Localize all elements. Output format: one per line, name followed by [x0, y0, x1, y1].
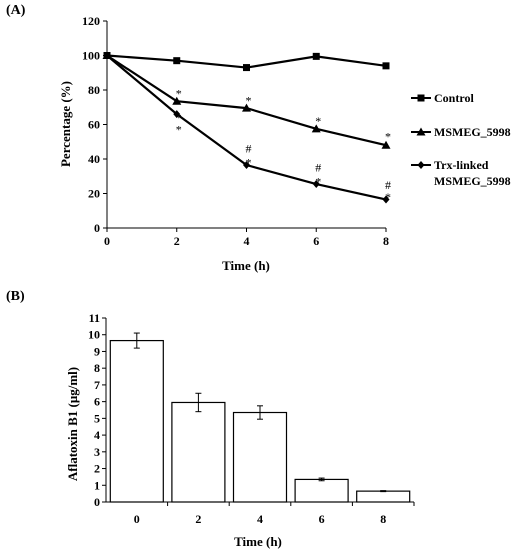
significance-mark: # [315, 161, 321, 175]
data-point [173, 110, 181, 119]
data-point [382, 195, 390, 204]
significance-mark: * [315, 174, 321, 188]
data-point [243, 161, 250, 170]
series-line-2 [106, 54, 387, 201]
y-tick-label: 2 [94, 462, 100, 476]
line-chart-x-axis-label: Time (h) [222, 258, 270, 273]
y-tick-label: 120 [82, 14, 100, 28]
y-tick-label: 0 [94, 495, 100, 509]
significance-mark: * [176, 123, 182, 137]
legend-swatch-marker [416, 127, 426, 136]
line-chart-series [102, 51, 391, 204]
data-point [103, 51, 111, 60]
y-tick-label: 40 [88, 152, 100, 166]
data-point [312, 180, 320, 189]
significance-annotations: ******#* #* #* [176, 86, 391, 204]
x-tick-label: 4 [244, 234, 250, 248]
x-tick-label: 8 [380, 512, 386, 526]
significance-mark: * [385, 130, 391, 144]
y-tick-label: 9 [94, 344, 100, 358]
legend-swatch-marker [417, 161, 425, 169]
significance-mark: * [176, 111, 182, 125]
bar [294, 478, 349, 503]
legend-label: Control [434, 91, 474, 105]
significance-mark: * [385, 190, 391, 204]
data-point [312, 52, 320, 60]
x-tick-label: 8 [383, 234, 389, 248]
y-tick-label: 100 [82, 49, 100, 63]
line-chart-legend: Control MSMEG_5998 Trx-linked MSMEG_5998 [411, 91, 511, 188]
y-tick-label: 8 [94, 361, 100, 375]
x-tick-label: 2 [174, 234, 180, 248]
x-tick-label: 6 [319, 512, 325, 526]
legend-label: MSMEG_5998 [434, 174, 511, 188]
significance-mark: # [246, 142, 252, 156]
bar [109, 339, 164, 503]
bar [171, 401, 226, 503]
legend-swatch-marker [417, 94, 425, 102]
x-tick-label: 0 [104, 234, 110, 248]
significance-mark: * [176, 86, 182, 100]
data-point [243, 64, 250, 72]
y-tick-label: 10 [88, 328, 100, 342]
bar [356, 490, 411, 503]
y-tick-label: 4 [94, 428, 100, 442]
data-point [381, 140, 391, 149]
y-tick-label: 0 [94, 221, 100, 235]
data-point [382, 62, 390, 70]
data-point [311, 124, 321, 133]
bar-chart-bars [109, 332, 411, 503]
data-point [242, 103, 251, 112]
panel-b-label: (B) [6, 289, 25, 304]
y-tick-label: 7 [94, 378, 100, 392]
y-tick-label: 1 [94, 478, 100, 492]
legend-label: Trx-linked [434, 158, 489, 172]
line-chart-axes: 0 20 40 60 80 100 120 0 2 4 6 8 [82, 14, 389, 248]
y-tick-label: 60 [88, 118, 100, 132]
significance-mark: * [246, 155, 252, 169]
data-point [173, 57, 181, 65]
x-tick-label: 4 [257, 512, 263, 526]
panel-a-label: (A) [6, 3, 26, 18]
y-tick-label: 3 [94, 445, 100, 459]
x-tick-label: 2 [195, 512, 201, 526]
y-tick-label: 6 [94, 395, 100, 409]
x-tick-label: 6 [313, 234, 319, 248]
line-chart-y-axis-label: Percentage (%) [58, 81, 73, 167]
bar-chart-x-axis-label: Time (h) [234, 534, 282, 549]
significance-mark: * [315, 114, 321, 128]
y-tick-label: 11 [89, 311, 100, 325]
bar [232, 411, 288, 503]
x-tick-label: 0 [134, 512, 140, 526]
data-point [172, 96, 182, 105]
y-tick-label: 80 [88, 83, 100, 97]
significance-mark: * [246, 93, 252, 107]
bar-chart-y-axis-label: Aflatoxin B1 (μg/ml) [65, 367, 80, 481]
legend-label: MSMEG_5998 [434, 125, 511, 139]
y-tick-label: 20 [88, 187, 100, 201]
significance-mark: # [385, 178, 391, 192]
y-tick-label: 5 [94, 411, 100, 425]
